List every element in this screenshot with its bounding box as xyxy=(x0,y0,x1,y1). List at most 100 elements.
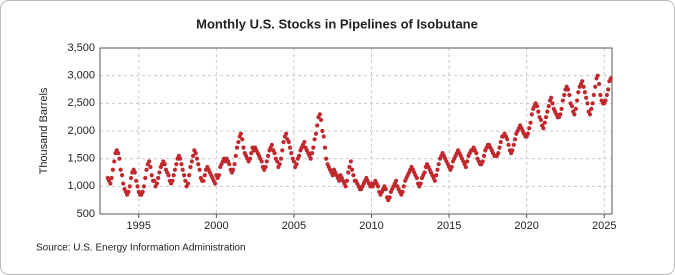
point xyxy=(603,98,608,103)
point xyxy=(589,106,594,111)
point xyxy=(227,162,232,167)
point xyxy=(496,151,501,156)
point xyxy=(149,173,154,178)
point xyxy=(280,148,285,153)
point xyxy=(432,178,437,183)
point xyxy=(541,126,546,131)
point xyxy=(201,178,206,183)
point xyxy=(582,90,587,95)
point xyxy=(322,145,328,150)
point xyxy=(590,101,595,106)
point xyxy=(604,92,609,98)
point xyxy=(213,181,218,186)
point xyxy=(216,173,222,178)
point xyxy=(154,181,160,186)
point xyxy=(542,120,547,125)
point xyxy=(284,131,289,136)
y-tick-label: 1,500 xyxy=(67,153,95,165)
point xyxy=(128,175,134,181)
point xyxy=(344,178,350,183)
point xyxy=(294,162,299,167)
point xyxy=(178,156,183,161)
point xyxy=(121,181,126,186)
point xyxy=(512,137,518,142)
point xyxy=(189,159,194,164)
point xyxy=(567,92,572,98)
y-axis-label: Thousand Barrels xyxy=(38,87,50,174)
point xyxy=(174,162,179,167)
point xyxy=(418,181,423,186)
point xyxy=(583,95,589,100)
point xyxy=(375,184,381,189)
point xyxy=(166,173,171,178)
chart-title: Monthly U.S. Stocks in Pipelines of Isob… xyxy=(196,16,478,31)
point xyxy=(434,173,439,178)
x-tick-label: 2025 xyxy=(592,220,616,232)
point xyxy=(190,153,196,158)
plot-frame xyxy=(99,47,613,215)
point xyxy=(249,151,254,156)
y-tick-label: 2,000 xyxy=(67,125,95,137)
point xyxy=(247,156,253,161)
point xyxy=(236,139,241,145)
point xyxy=(337,178,342,183)
x-tick-label: 2010 xyxy=(359,220,383,232)
point xyxy=(565,87,571,92)
point xyxy=(510,148,515,153)
point xyxy=(238,131,243,136)
point xyxy=(562,92,567,98)
point xyxy=(141,184,147,189)
point xyxy=(172,167,178,172)
point xyxy=(171,173,176,178)
point xyxy=(606,87,611,92)
point xyxy=(156,175,161,181)
point xyxy=(157,170,162,175)
point xyxy=(436,162,441,167)
point xyxy=(318,117,324,123)
x-tick-label: 1995 xyxy=(127,220,151,232)
point xyxy=(109,175,114,181)
point xyxy=(511,142,516,147)
point xyxy=(315,123,320,128)
x-tick-label: 2005 xyxy=(282,220,306,232)
point xyxy=(593,84,598,89)
point xyxy=(608,76,613,81)
point xyxy=(132,170,138,175)
point xyxy=(351,173,356,178)
point xyxy=(422,170,427,175)
point xyxy=(558,112,563,117)
point xyxy=(569,104,575,109)
point xyxy=(108,181,113,186)
point xyxy=(580,79,585,84)
point xyxy=(545,109,550,114)
point xyxy=(538,117,544,123)
point xyxy=(309,151,315,156)
point xyxy=(197,167,202,172)
point xyxy=(534,104,540,109)
point xyxy=(265,153,271,158)
point xyxy=(546,104,551,109)
point xyxy=(232,162,237,167)
point xyxy=(127,184,132,189)
point xyxy=(321,134,326,139)
point xyxy=(576,90,581,95)
point xyxy=(291,159,297,164)
point xyxy=(401,184,406,189)
point xyxy=(463,164,468,170)
point xyxy=(152,178,157,183)
point xyxy=(498,139,503,145)
point xyxy=(597,81,602,87)
source: Source: U.S. Energy Information Administ… xyxy=(36,243,246,254)
point xyxy=(400,189,405,194)
point xyxy=(387,195,392,200)
point xyxy=(449,164,454,170)
point xyxy=(543,115,549,120)
x-tick-label: 2000 xyxy=(204,220,228,232)
point xyxy=(143,175,148,181)
point xyxy=(481,153,487,158)
point xyxy=(346,170,351,175)
point xyxy=(140,189,145,194)
plot-area: 500 1,000 1,500 2,000 2,500 3,000 3,500 1995 200… xyxy=(67,42,616,232)
point xyxy=(264,159,269,164)
point xyxy=(240,137,245,142)
